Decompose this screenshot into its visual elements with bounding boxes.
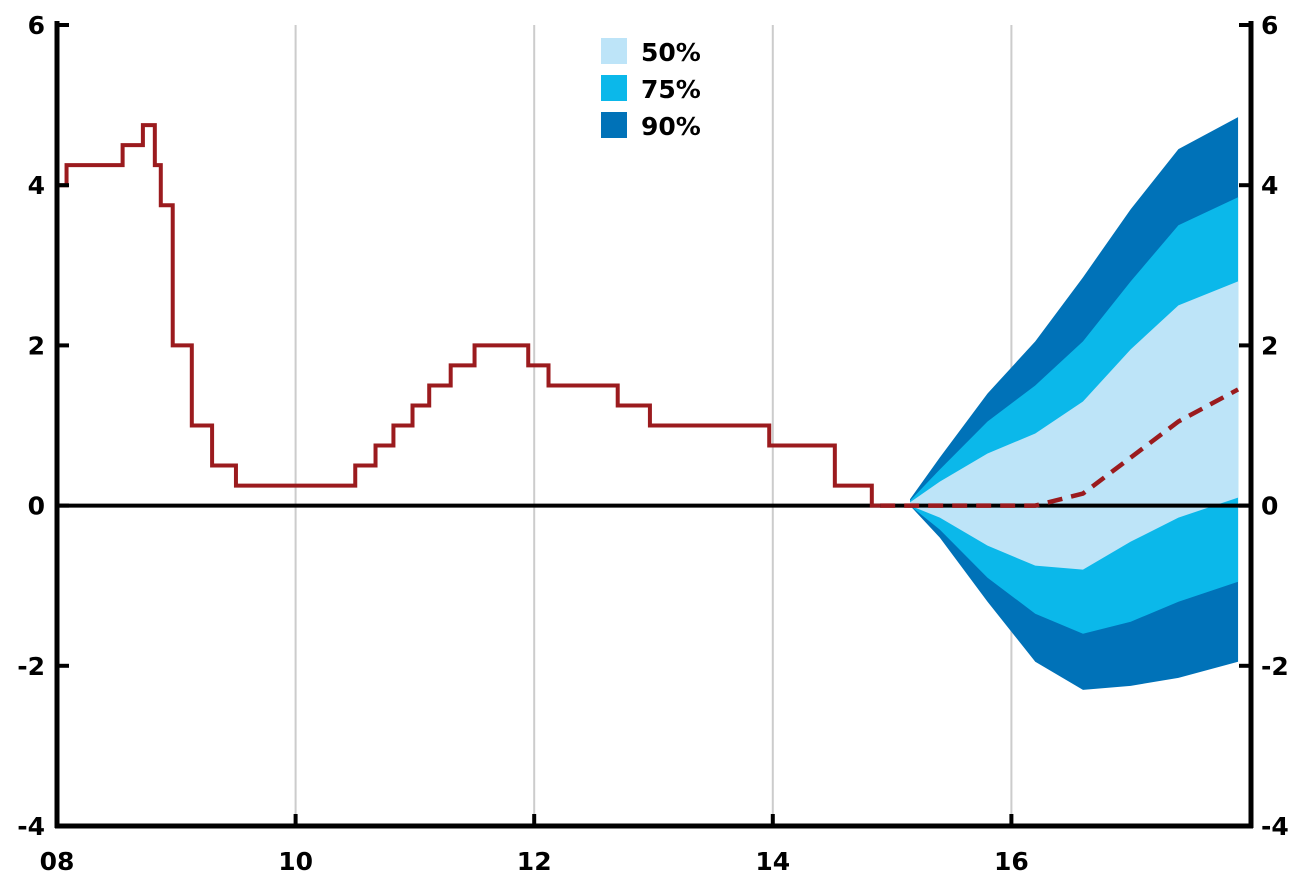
axes — [54, 21, 1254, 829]
x-tick-label-12: 12 — [517, 847, 552, 876]
legend-label-50pct: 50% — [641, 38, 701, 67]
x-tick-label-08: 08 — [40, 847, 75, 876]
y-tick-label-left--2: -2 — [17, 652, 45, 681]
legend-swatch-90pct — [601, 112, 627, 138]
x-tick-label-10: 10 — [278, 847, 313, 876]
y-tick-label-right-2: 2 — [1261, 331, 1278, 360]
fan-band-50pct — [909, 281, 1239, 570]
y-tick-label-left--4: -4 — [17, 812, 45, 841]
y-tick-label-right-6: 6 — [1261, 11, 1278, 40]
legend-swatch-75pct — [601, 75, 627, 101]
legend-label-75pct: 75% — [641, 75, 701, 104]
rate-lines — [57, 123, 1240, 508]
y-tick-label-left-2: 2 — [28, 331, 45, 360]
legend: 50% 75% 90% — [601, 38, 701, 141]
legend-swatch-50pct — [601, 38, 627, 64]
y-tick-label-right--4: -4 — [1261, 812, 1289, 841]
x-tick-label-14: 14 — [755, 847, 790, 876]
y-tick-label-left-6: 6 — [28, 11, 45, 40]
y-tick-label-left-4: 4 — [28, 171, 45, 200]
y-tick-label-left-0: 0 — [28, 492, 45, 521]
legend-label-90pct: 90% — [641, 112, 701, 141]
fan-bands — [909, 117, 1239, 690]
y-tick-label-right--2: -2 — [1261, 652, 1289, 681]
y-tick-label-right-0: 0 — [1261, 492, 1278, 521]
tick-labels: 6 4 2 0 -2 -4 6 4 2 0 -2 -4 08 10 12 14 16 — [17, 11, 1289, 876]
y-tick-label-right-4: 4 — [1261, 171, 1278, 200]
historical-rate-line — [57, 123, 881, 508]
x-tick-label-16: 16 — [994, 847, 1029, 876]
projected-rate-line — [880, 387, 1240, 508]
